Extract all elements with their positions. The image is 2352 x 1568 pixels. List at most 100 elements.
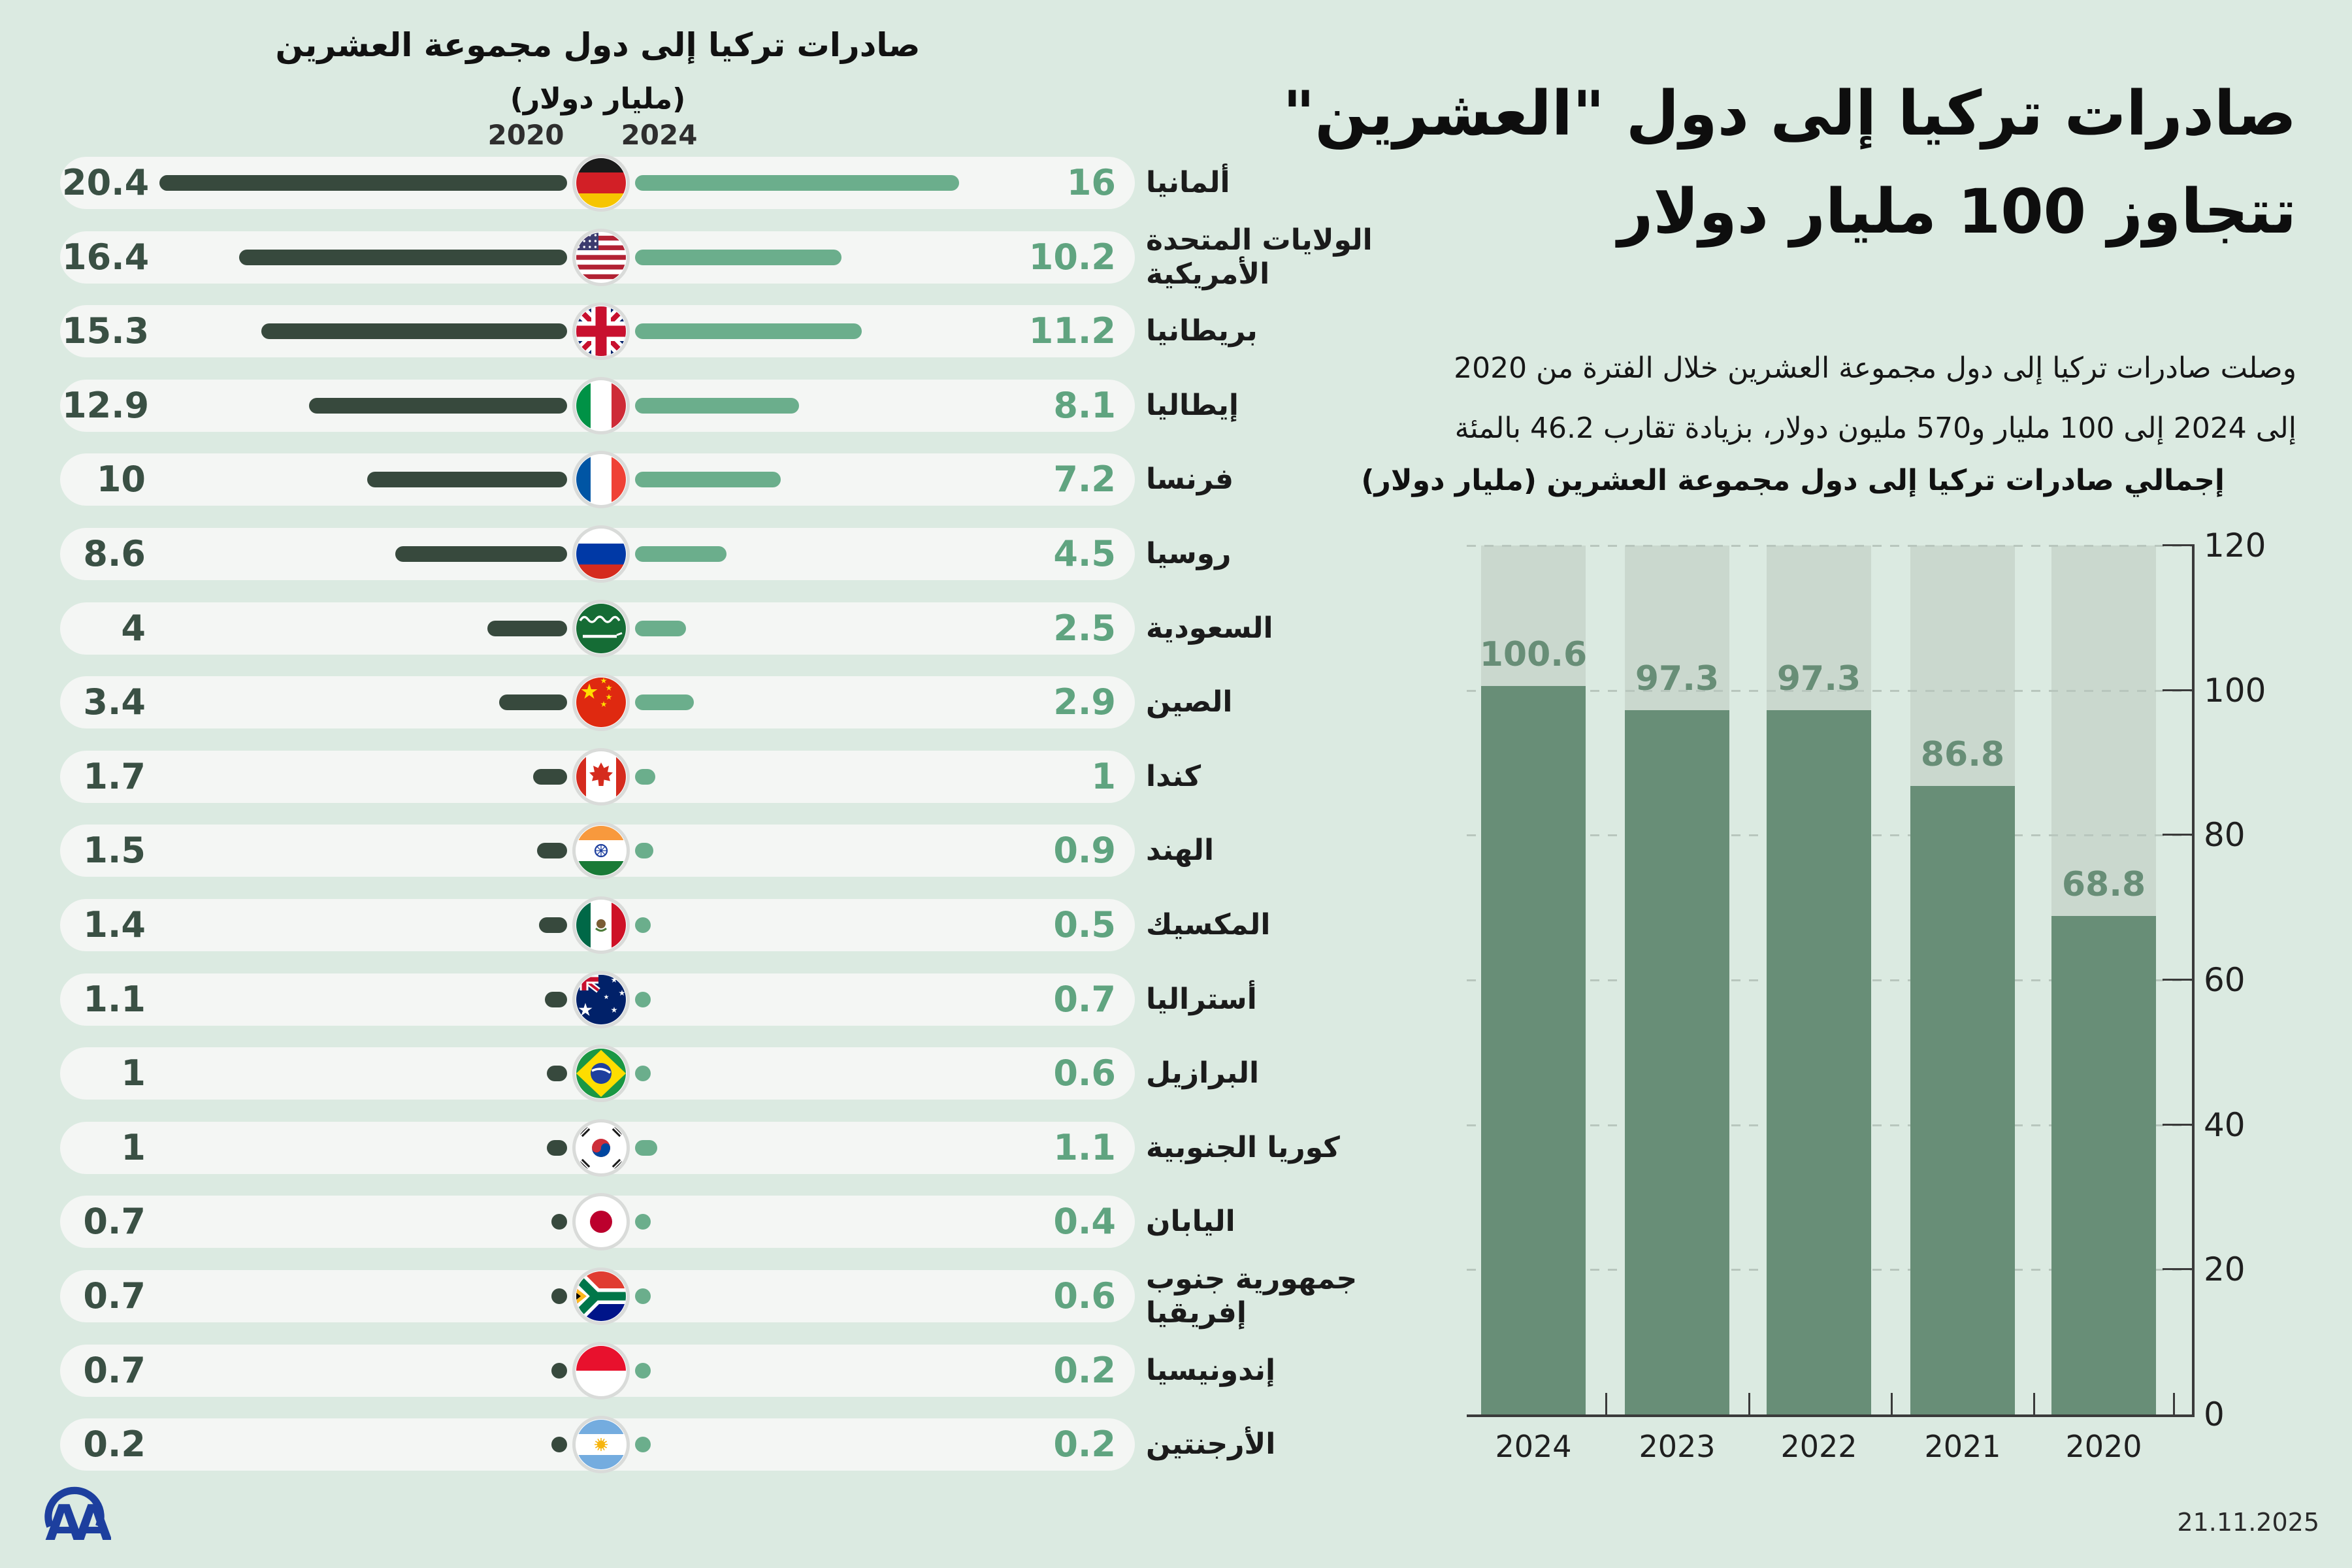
bar-2024 [635,1362,651,1379]
bar-2020 [367,472,567,488]
value-2024: 1.1 [1053,1126,1116,1168]
value-2024: 10.2 [1028,236,1116,278]
y-tick-label-0: 0 [2204,1396,2225,1433]
bar-2020 [309,397,567,414]
year-label-2024: 2024 [1495,1429,1572,1464]
country-row: 1 0.6 البرازيل [0,1039,1470,1107]
gridline-100 [1467,689,2192,692]
svg-text:AA: AA [45,1495,111,1543]
flag-badge [570,894,632,956]
bar-2020 [261,323,567,340]
bar-2020 [551,1214,567,1230]
country-name: الهند [1146,834,1215,868]
value-2020: 0.7 [83,1201,146,1243]
bar-2024 [635,397,800,414]
bar-2024 [635,1066,651,1082]
category-tick [1605,1393,1607,1414]
bar-2020 [537,843,567,859]
category-tick [2033,1393,2035,1414]
total-value-2021: 86.8 [1920,734,2005,774]
y-tick-60 [2163,979,2192,981]
y-tick-120 [2163,544,2192,546]
value-2024: 2.5 [1053,607,1116,649]
country-name: الولايات المتحدة الأمريكية [1146,223,1373,291]
bar-2020 [239,249,567,265]
anadolu-agency-logo: AA [44,1486,111,1543]
bar-2024 [635,1139,658,1156]
flag-badge [570,1042,632,1105]
country-row: 4 2.5 السعودية [0,595,1470,662]
value-2020: 12.9 [62,384,150,426]
bar-2024 [635,620,686,636]
bar-2020 [551,1437,567,1453]
flag-br-icon [572,1045,630,1103]
bar-2020 [498,694,567,711]
total-bar-2023 [1625,710,1729,1414]
bar-2020 [532,768,567,785]
country-row: 20.4 16 ألمانيا [0,149,1470,217]
bar-2020 [551,1362,567,1379]
value-2020: 15.3 [62,310,150,352]
flag-ar-icon [572,1416,630,1474]
value-2020: 4 [121,607,146,649]
total-chart-title: إجمالي صادرات تركيا إلى دول مجموعة العشر… [1361,464,2225,497]
total-bar-2024 [1481,686,1586,1414]
country-row: 0.7 0.4 اليابان [0,1188,1470,1256]
value-2020: 0.2 [83,1424,146,1465]
country-row: 0.7 0.2 إندونيسيا [0,1337,1470,1405]
y-axis-line [2192,544,2195,1417]
flag-badge [570,1265,632,1328]
category-tick [1891,1393,1893,1414]
value-2024: 0.2 [1053,1424,1116,1465]
bar-2024 [635,694,694,711]
total-bar-2020 [2051,916,2156,1414]
country-row: 10 7.2 فرنسا [0,446,1470,514]
country-row: 3.4 2.9 الصين [0,668,1470,736]
country-row: 8.6 4.5 روسيا [0,520,1470,588]
bar-2024 [635,1214,651,1230]
total-value-2023: 97.3 [1635,659,1720,698]
flag-gb-icon [572,302,630,361]
flag-badge [570,1339,632,1402]
bar-2024 [635,1288,651,1304]
value-2020: 1.5 [83,830,146,872]
country-row: 15.3 11.2 بريطانيا [0,297,1470,365]
value-2020: 8.6 [83,533,146,574]
value-2020: 1.7 [83,755,146,797]
date-label: 21.11.2025 [2177,1508,2319,1537]
value-2020: 10 [96,459,146,500]
value-2024: 16 [1066,162,1116,203]
value-2020: 1 [121,1126,146,1168]
country-name: الأرجنتين [1146,1428,1276,1462]
country-name: السعودية [1146,611,1273,645]
total-value-2022: 97.3 [1776,659,1861,698]
y-tick-80 [2163,834,2192,836]
flag-badge [570,448,632,511]
flag-us-icon [572,228,630,286]
country-row: 1.1 0.7 أستراليا [0,966,1470,1034]
description-line1: وصلت صادرات تركيا إلى دول مجموعة العشرين… [1454,351,2296,385]
year-label-2022: 2022 [1780,1429,1857,1464]
main-title-line1: صادرات تركيا إلى دول "العشرين" [1282,78,2296,150]
country-name: أستراليا [1146,982,1257,1016]
bar-2024 [635,991,651,1007]
bar-2020 [547,1066,567,1082]
flag-jp-icon [572,1193,630,1251]
country-row: 16.4 10.2 الولايات المتحدة الأمريكية [0,223,1470,291]
flag-badge [570,300,632,363]
flag-badge [570,523,632,585]
x-axis-line [1467,1414,2195,1417]
bar-2020 [487,620,567,636]
flag-sa-icon [572,599,630,657]
value-2024: 8.1 [1053,384,1116,426]
value-2024: 11.2 [1028,310,1116,352]
flag-badge [570,745,632,808]
country-row: 1.7 1 كندا [0,743,1470,811]
y-tick-40 [2163,1123,2192,1126]
description: وصلت صادرات تركيا إلى دول مجموعة العشرين… [1251,338,2296,459]
value-2020: 20.4 [62,162,150,203]
category-tick [1748,1393,1750,1414]
value-2024: 0.6 [1053,1053,1116,1094]
country-name: البرازيل [1146,1056,1260,1090]
flag-badge [570,226,632,289]
